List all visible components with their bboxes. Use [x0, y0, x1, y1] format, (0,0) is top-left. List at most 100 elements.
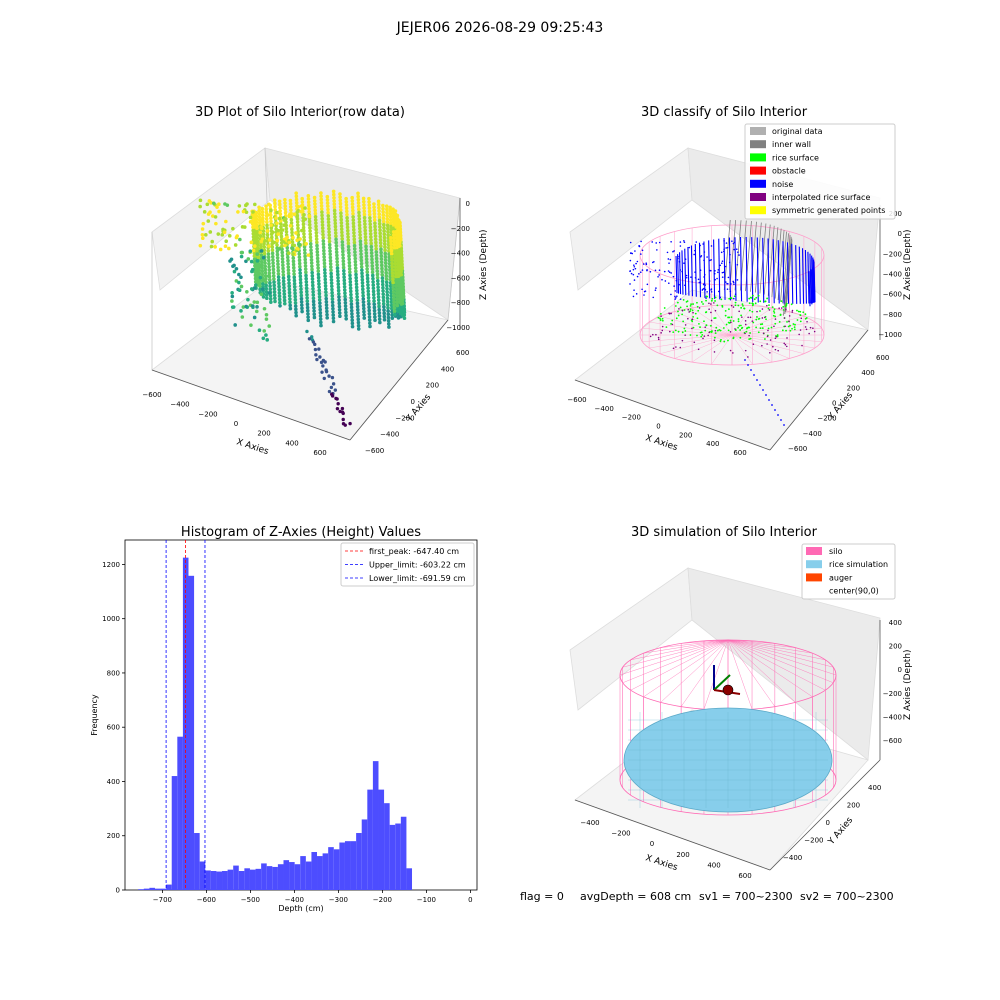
- noise-point: [632, 273, 635, 276]
- interpolated-point: [670, 312, 672, 315]
- noise-point: [698, 281, 701, 284]
- interpolated-point: [734, 328, 736, 330]
- data-point: [402, 313, 407, 317]
- data-point: [328, 249, 332, 253]
- data-point: [336, 282, 341, 287]
- noise-point: [681, 270, 683, 273]
- noise-point: [709, 259, 711, 262]
- data-point: [381, 216, 386, 221]
- histogram-bar: [339, 842, 345, 890]
- rice-surface-point: [796, 309, 798, 312]
- footer-avg-depth: avgDepth = 608 cm: [580, 890, 691, 903]
- data-point: [327, 389, 332, 394]
- data-point: [293, 297, 298, 302]
- data-point: [315, 253, 320, 257]
- noise-point: [683, 240, 685, 242]
- z-tick-label: −400: [883, 713, 902, 721]
- data-point: [332, 202, 337, 207]
- rice-surface-point: [782, 308, 785, 311]
- data-point: [313, 342, 317, 347]
- data-point: [259, 264, 263, 269]
- data-point: [257, 205, 261, 210]
- data-point: [238, 237, 242, 242]
- x-tick-label: −600: [567, 396, 586, 404]
- rice-surface-point: [734, 301, 737, 304]
- noise-strand: [772, 239, 775, 304]
- noise-strand: [745, 237, 748, 302]
- data-point: [347, 251, 351, 255]
- data-point: [325, 194, 330, 199]
- data-point: [313, 347, 318, 352]
- data-point: [260, 287, 265, 291]
- data-point: [270, 251, 275, 256]
- noise-point: [641, 288, 643, 291]
- noise-point: [666, 251, 669, 254]
- footer-sv1: sv1 = 700~2300: [699, 890, 793, 903]
- x-tick-label: 400: [707, 861, 720, 869]
- data-point: [217, 202, 221, 207]
- data-point: [371, 280, 375, 284]
- rice-surface-point: [696, 317, 699, 320]
- data-point: [327, 226, 331, 231]
- y-tick-label: 0: [116, 887, 120, 895]
- rice-surface-point: [758, 317, 761, 320]
- data-point: [384, 280, 389, 285]
- interpolated-point: [741, 316, 743, 318]
- data-point: [201, 221, 206, 226]
- noise-point: [699, 244, 701, 247]
- rice-surface-point: [709, 324, 712, 327]
- legend-swatch: [750, 153, 766, 162]
- data-point: [340, 233, 344, 238]
- data-point: [351, 227, 356, 232]
- legend-label: silo: [829, 547, 843, 556]
- data-point: [373, 315, 377, 319]
- data-point: [287, 278, 291, 282]
- x-tick-label: 0: [234, 420, 238, 428]
- data-point: [347, 257, 351, 262]
- data-point: [389, 245, 394, 250]
- noise-point: [646, 283, 649, 286]
- data-point: [347, 264, 352, 268]
- data-point: [259, 253, 264, 258]
- noise-strand: [762, 237, 765, 303]
- data-point: [310, 280, 315, 285]
- data-point: [386, 302, 390, 307]
- rice-surface-point: [699, 326, 701, 329]
- data-point: [394, 287, 399, 292]
- data-point: [256, 242, 260, 247]
- rice-surface-point: [751, 304, 754, 307]
- footer-sv2: sv2 = 700~2300: [800, 890, 894, 903]
- data-point: [276, 265, 280, 270]
- rice-surface-point: [692, 303, 694, 305]
- interpolated-point: [675, 346, 677, 348]
- data-point: [268, 213, 273, 217]
- data-point: [377, 215, 382, 220]
- data-point: [322, 376, 326, 381]
- data-point: [389, 242, 393, 246]
- y-tick-label: −200: [817, 415, 836, 423]
- data-point: [378, 225, 382, 229]
- data-point: [260, 217, 265, 221]
- x-tick-label: −600: [197, 896, 216, 904]
- noise-point: [706, 256, 708, 258]
- data-point: [340, 246, 345, 251]
- interpolated-point: [767, 329, 769, 332]
- z-tick-label: −200: [883, 250, 902, 258]
- data-point: [376, 199, 381, 204]
- data-point: [363, 238, 368, 242]
- data-point: [255, 239, 260, 244]
- interpolated-point: [703, 335, 706, 337]
- interpolated-point: [775, 335, 778, 338]
- data-point: [341, 417, 345, 422]
- data-point: [391, 277, 395, 282]
- data-point: [363, 235, 368, 239]
- data-point: [355, 304, 360, 309]
- rice-surface-point: [799, 320, 802, 323]
- histogram-bar: [356, 833, 362, 890]
- data-point: [278, 221, 283, 226]
- data-point: [358, 245, 363, 250]
- data-point: [393, 258, 397, 263]
- data-point: [341, 262, 346, 267]
- rice-surface-point: [710, 299, 713, 302]
- data-point: [384, 274, 389, 278]
